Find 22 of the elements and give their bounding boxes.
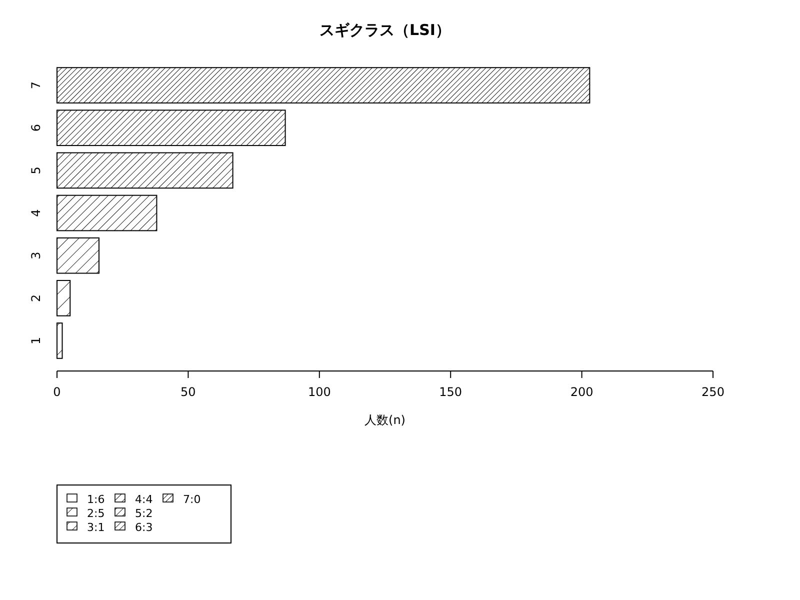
y-tick-label: 5: [29, 166, 43, 174]
y-tick-label: 7: [29, 81, 43, 90]
legend-label: 5:2: [135, 507, 153, 520]
legend-label: 7:0: [183, 493, 201, 506]
y-tick-label: 6: [29, 124, 43, 132]
y-tick-label: 4: [29, 209, 43, 217]
legend-label: 1:6: [87, 493, 105, 506]
legend-label: 2:5: [87, 507, 105, 520]
chart-title: スギクラス（LSI）: [320, 21, 450, 39]
x-tick-label: 250: [702, 385, 724, 399]
legend-label: 6:3: [135, 521, 153, 534]
x-tick-label: 200: [570, 385, 594, 399]
legend-label: 4:4: [135, 493, 153, 506]
y-tick-label: 2: [29, 294, 43, 302]
y-tick-label: 1: [29, 336, 43, 345]
x-tick-label: 150: [439, 385, 462, 399]
x-tick-label: 50: [180, 385, 196, 399]
y-tick-label: 3: [29, 252, 43, 260]
x-tick-label: 0: [53, 385, 61, 399]
x-tick-label: 100: [308, 385, 331, 399]
legend-label: 3:1: [87, 521, 105, 534]
x-axis-title: 人数(n): [364, 413, 406, 427]
